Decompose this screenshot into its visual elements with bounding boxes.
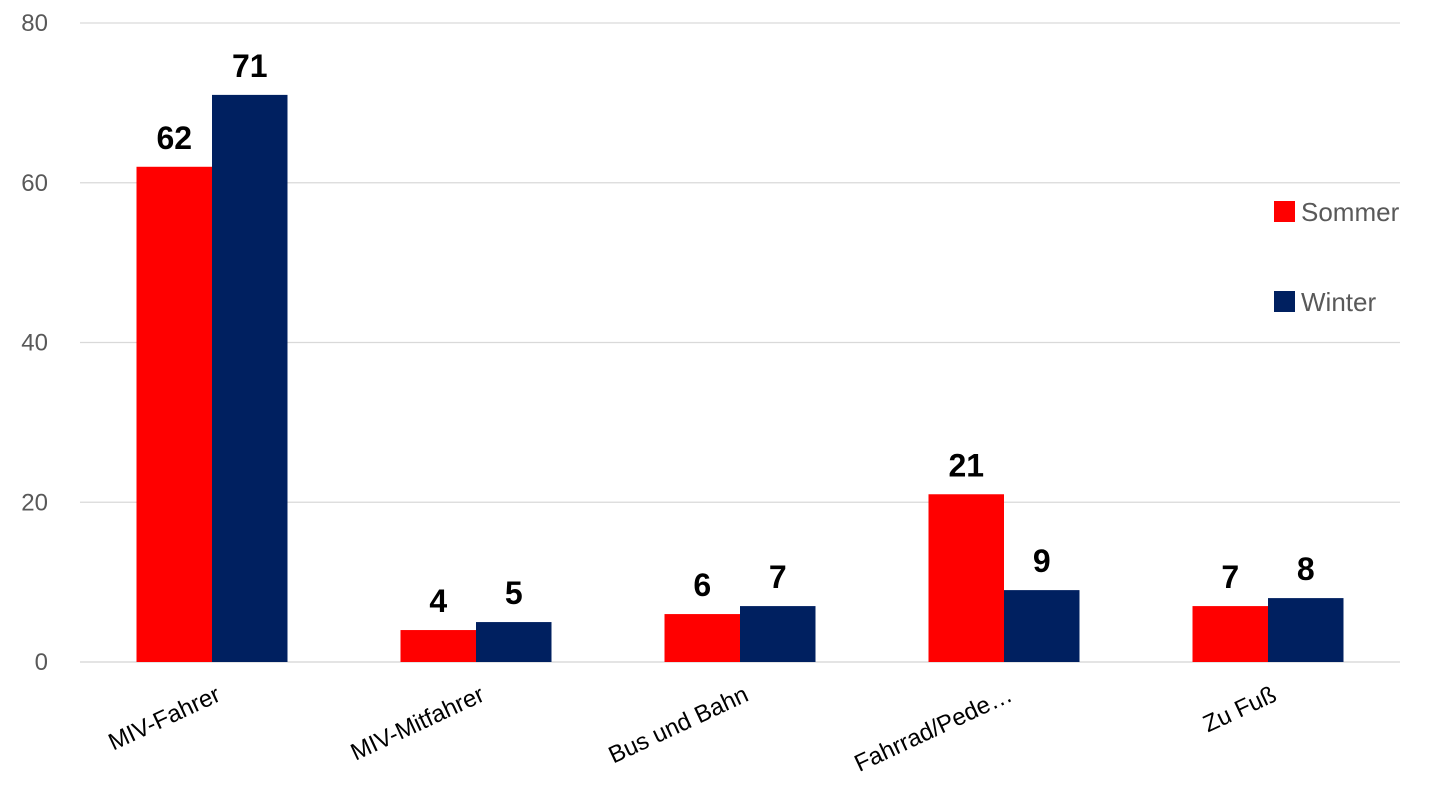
y-tick-label: 40 bbox=[21, 330, 48, 357]
bar-winter-0 bbox=[212, 94, 288, 662]
x-category-label: Bus und Bahn bbox=[604, 681, 752, 769]
x-category-label: MIV-Mitfahrer bbox=[347, 681, 489, 766]
data-label: 62 bbox=[156, 120, 192, 156]
data-label: 6 bbox=[693, 567, 711, 603]
bar-sommer-2 bbox=[664, 614, 740, 662]
legend: Sommer Winter bbox=[1274, 197, 1400, 317]
legend-swatch-sommer bbox=[1274, 201, 1295, 222]
x-category-label: Zu Fuß bbox=[1199, 681, 1281, 738]
bar-sommer-1 bbox=[400, 630, 476, 662]
data-label: 7 bbox=[769, 559, 787, 595]
legend-label-sommer: Sommer bbox=[1301, 197, 1400, 227]
y-tick-label: 0 bbox=[35, 649, 48, 676]
y-tick-label: 20 bbox=[21, 489, 48, 516]
data-label: 5 bbox=[505, 575, 523, 611]
bar-sommer-3 bbox=[928, 494, 1004, 662]
data-label: 4 bbox=[429, 583, 447, 619]
y-tick-label: 80 bbox=[21, 10, 48, 37]
data-label: 8 bbox=[1297, 551, 1315, 587]
data-label: 71 bbox=[232, 48, 268, 84]
legend-swatch-winter bbox=[1274, 291, 1295, 312]
y-axis-ticks: 0 20 40 60 80 bbox=[21, 10, 48, 676]
data-label: 21 bbox=[948, 447, 984, 483]
bar-sommer-4 bbox=[1192, 606, 1268, 662]
bar-winter-3 bbox=[1004, 590, 1080, 662]
bar-winter-4 bbox=[1268, 598, 1344, 662]
data-label: 7 bbox=[1221, 559, 1239, 595]
legend-label-winter: Winter bbox=[1301, 287, 1376, 317]
bar-winter-2 bbox=[740, 606, 816, 662]
bars bbox=[136, 94, 1344, 662]
x-category-label: Fahrrad/Pede… bbox=[850, 681, 1016, 778]
data-labels: 62 71 4 5 6 7 21 9 7 8 bbox=[156, 48, 1314, 619]
x-axis-labels: MIV-Fahrer MIV-Mitfahrer Bus und Bahn Fahrr… bbox=[104, 681, 1280, 778]
y-tick-label: 60 bbox=[21, 170, 48, 197]
bar-winter-1 bbox=[476, 622, 552, 662]
data-label: 9 bbox=[1033, 543, 1051, 579]
x-category-label: MIV-Fahrer bbox=[104, 681, 224, 756]
bar-sommer-0 bbox=[136, 166, 212, 662]
